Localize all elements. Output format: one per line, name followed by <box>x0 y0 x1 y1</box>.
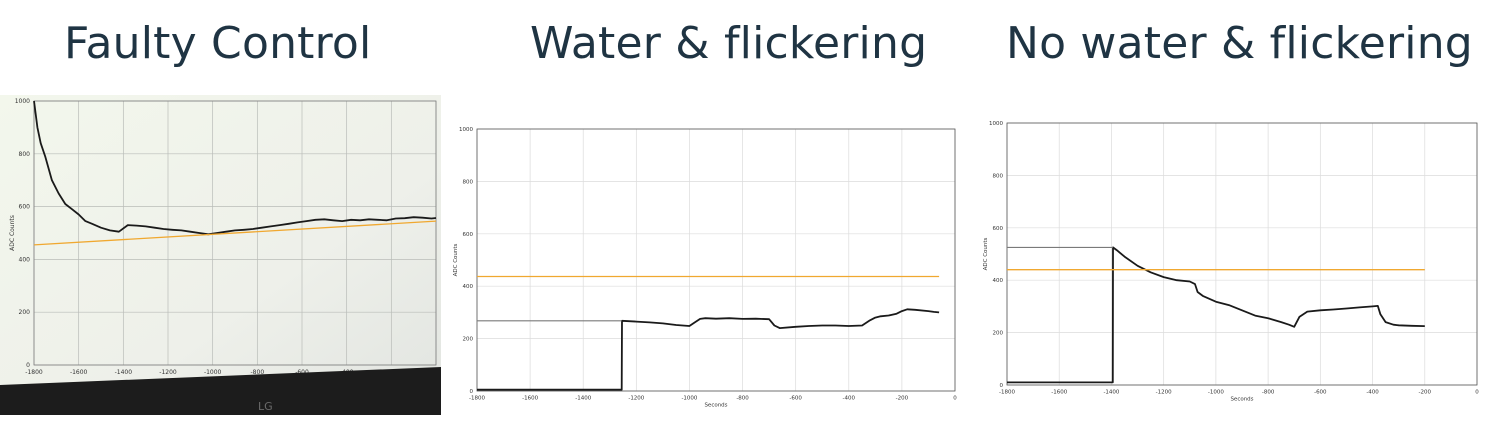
x-tick-label: -800 <box>251 369 265 376</box>
y-tick-label: 0 <box>470 389 474 395</box>
x-tick-label: -400 <box>843 396 856 402</box>
series-line <box>33 220 437 246</box>
chart-faulty-control: -1800-1600-1400-1200-1000-800-600-400-20… <box>0 95 441 415</box>
chart-panel-faulty-control: -1800-1600-1400-1200-1000-800-600-400-20… <box>0 95 441 415</box>
panel-title-water-flickering: Water & flickering <box>530 18 928 69</box>
y-tick-label: 800 <box>19 151 31 158</box>
y-tick-label: 600 <box>463 232 474 238</box>
x-tick-label: -1200 <box>1156 390 1172 396</box>
y-tick-label: 1000 <box>459 127 473 133</box>
y-tick-label: 0 <box>1000 383 1004 389</box>
plot-frame <box>1006 122 1478 386</box>
x-tick-label: -600 <box>789 396 802 402</box>
x-tick-label: -1200 <box>159 369 177 376</box>
panel-title-faulty-control: Faulty Control <box>64 18 372 69</box>
y-tick-label: 600 <box>19 204 31 211</box>
chart-panel-water-flickering: -1800 -1600 -1400 -1200 -1000 -800 -600 -400 -20… <box>447 117 962 417</box>
x-tick-label: -1000 <box>1208 390 1224 396</box>
x-tick-label: -200 <box>896 396 909 402</box>
x-tick-label: -1600 <box>70 369 88 376</box>
y-tick-label: 800 <box>463 179 474 185</box>
y-axis-label: ADC Counts <box>453 243 459 276</box>
series-line <box>33 100 437 236</box>
monitor-brand-logo: LG <box>258 400 273 413</box>
y-tick-label: 400 <box>463 284 474 290</box>
x-axis-label: Seconds <box>704 403 727 409</box>
series-line <box>477 308 940 391</box>
x-axis-label: Seconds <box>1230 397 1253 403</box>
y-tick-label: 1000 <box>989 121 1003 127</box>
y-tick-label: 600 <box>993 226 1004 232</box>
y-tick-label: 400 <box>19 256 31 263</box>
plot-frame <box>476 128 956 392</box>
y-tick-label: 200 <box>463 337 474 343</box>
chart-no-water-flickering: -1800 -1600 -1400 -1200 -1000 -800 -600 -400 -20… <box>977 115 1491 415</box>
x-tick-label: 0 <box>953 396 957 402</box>
x-tick-label: -1800 <box>469 396 485 402</box>
y-tick-label: 200 <box>993 331 1004 337</box>
x-tick-label: -1600 <box>1051 390 1067 396</box>
monitor-screen <box>0 95 441 415</box>
x-tick-label: -800 <box>1262 390 1275 396</box>
y-tick-label: 1000 <box>15 98 30 105</box>
x-tick-label: -1800 <box>25 369 43 376</box>
x-tick-label: -600 <box>1314 390 1327 396</box>
y-tick-label: 0 <box>26 362 30 369</box>
x-tick-label: -1400 <box>575 396 591 402</box>
x-tick-label: -1400 <box>115 369 133 376</box>
chart-panel-no-water-flickering: -1800 -1600 -1400 -1200 -1000 -800 -600 -400 -20… <box>977 115 1491 415</box>
x-tick-label: 0 <box>1475 390 1479 396</box>
x-tick-label: -1200 <box>628 396 644 402</box>
x-tick-label: -1800 <box>999 390 1015 396</box>
plot-frame <box>33 100 437 366</box>
x-tick-label: -1600 <box>522 396 538 402</box>
monitor-bezel <box>0 367 441 415</box>
x-tick-label: -1000 <box>681 396 697 402</box>
x-tick-label: -200 <box>1419 390 1432 396</box>
x-tick-label: -1000 <box>204 369 222 376</box>
x-tick-label: -1400 <box>1103 390 1119 396</box>
y-axis-label: ADC Counts <box>9 215 16 251</box>
x-tick-label: -400 <box>1366 390 1379 396</box>
chart-water-flickering: -1800 -1600 -1400 -1200 -1000 -800 -600 -400 -20… <box>447 117 962 417</box>
x-tick-label: -800 <box>736 396 749 402</box>
y-tick-label: 400 <box>993 278 1004 284</box>
y-axis-label: ADC Counts <box>983 237 989 270</box>
x-tick-label: -600 <box>295 369 309 376</box>
y-tick-label: 200 <box>19 309 31 316</box>
y-tick-label: 800 <box>993 173 1004 179</box>
panel-title-no-water-flickering: No water & flickering <box>1006 18 1473 69</box>
